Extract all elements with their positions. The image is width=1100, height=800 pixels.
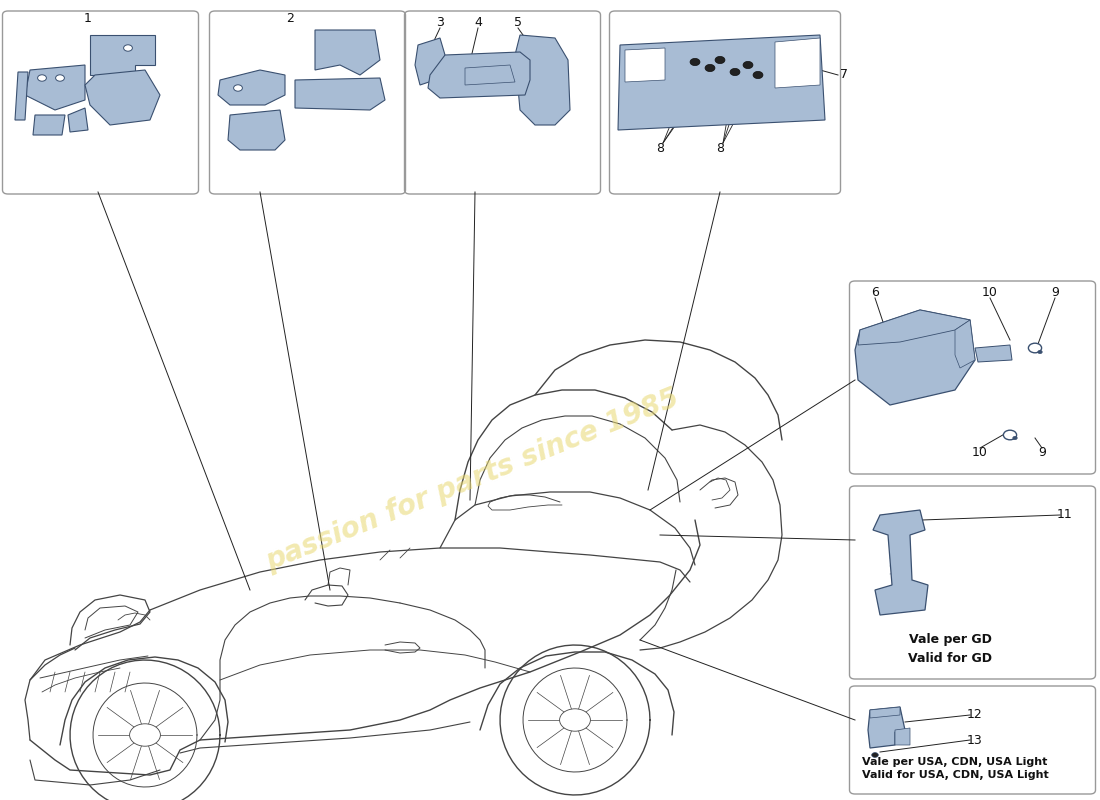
Text: 8: 8 <box>656 142 664 154</box>
Circle shape <box>233 85 242 91</box>
Polygon shape <box>855 310 975 405</box>
Text: 11: 11 <box>1057 509 1072 522</box>
Polygon shape <box>15 72 28 120</box>
Text: 1: 1 <box>84 13 92 26</box>
Polygon shape <box>515 35 570 125</box>
Circle shape <box>1013 437 1018 440</box>
Text: 4: 4 <box>474 15 482 29</box>
Text: 2: 2 <box>286 13 294 26</box>
Circle shape <box>754 71 763 78</box>
Polygon shape <box>776 38 820 88</box>
Circle shape <box>690 58 700 66</box>
Text: Valid for GD: Valid for GD <box>908 651 992 665</box>
Polygon shape <box>870 707 900 718</box>
Text: 5: 5 <box>514 15 522 29</box>
Text: 12: 12 <box>967 709 983 722</box>
Circle shape <box>730 68 740 76</box>
Polygon shape <box>975 345 1012 362</box>
Text: 6: 6 <box>871 286 879 299</box>
Circle shape <box>715 56 725 64</box>
Polygon shape <box>858 310 970 345</box>
Circle shape <box>123 45 132 51</box>
Text: 10: 10 <box>972 446 988 458</box>
Text: 9: 9 <box>1052 286 1059 299</box>
Polygon shape <box>25 65 85 110</box>
Polygon shape <box>295 78 385 110</box>
Polygon shape <box>868 707 905 748</box>
Text: 10: 10 <box>982 286 998 299</box>
Polygon shape <box>90 35 155 75</box>
Circle shape <box>1028 343 1042 353</box>
Polygon shape <box>415 38 446 85</box>
Text: 8: 8 <box>716 142 724 154</box>
Circle shape <box>744 62 752 69</box>
Circle shape <box>1037 350 1042 354</box>
Text: passion for parts since 1985: passion for parts since 1985 <box>262 384 684 576</box>
Text: Vale per GD: Vale per GD <box>909 634 991 646</box>
Polygon shape <box>218 70 285 105</box>
Polygon shape <box>33 115 65 135</box>
Circle shape <box>560 709 591 731</box>
Text: 7: 7 <box>840 69 848 82</box>
Polygon shape <box>625 48 666 82</box>
Text: 9: 9 <box>1038 446 1046 458</box>
Polygon shape <box>873 510 928 615</box>
Polygon shape <box>315 30 379 75</box>
Polygon shape <box>955 320 975 368</box>
Polygon shape <box>428 52 530 98</box>
Text: 3: 3 <box>436 15 444 29</box>
Polygon shape <box>465 65 515 85</box>
Circle shape <box>130 724 161 746</box>
Polygon shape <box>228 110 285 150</box>
Circle shape <box>37 74 46 82</box>
Polygon shape <box>85 70 160 125</box>
Text: Valid for USA, CDN, USA Light: Valid for USA, CDN, USA Light <box>861 770 1048 780</box>
Circle shape <box>56 74 65 82</box>
Text: Vale per USA, CDN, USA Light: Vale per USA, CDN, USA Light <box>862 757 1047 767</box>
Circle shape <box>1003 430 1016 440</box>
Circle shape <box>705 64 715 72</box>
Circle shape <box>871 753 878 758</box>
Polygon shape <box>895 728 910 745</box>
Text: 13: 13 <box>967 734 983 746</box>
Polygon shape <box>618 35 825 130</box>
Polygon shape <box>68 108 88 132</box>
